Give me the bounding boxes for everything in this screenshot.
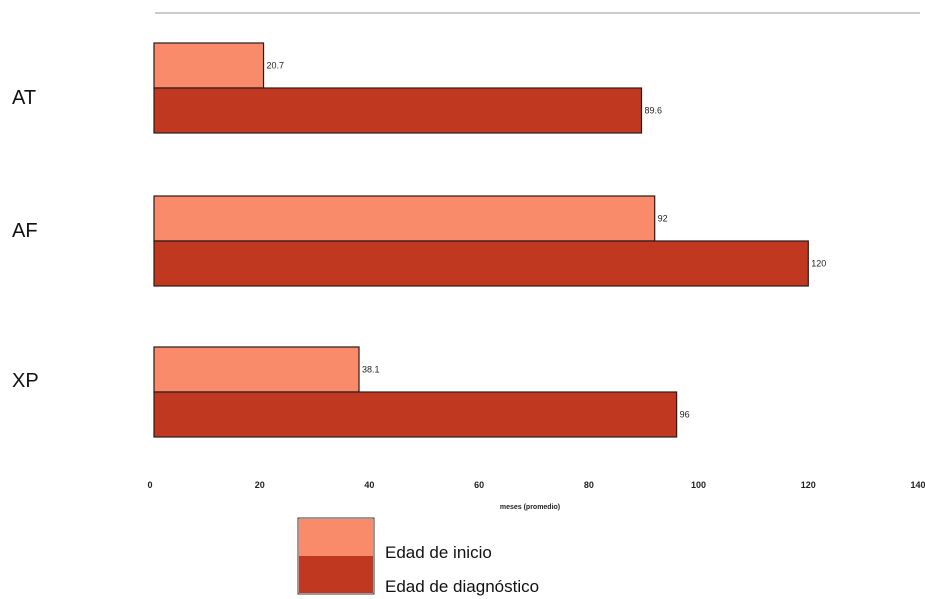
category-label-xp: XP [12,370,39,392]
legend-box [297,517,375,595]
x-tick-label-0: 0 [147,480,152,490]
data-label-xp-series-1: 96 [680,410,690,420]
bar-xp-series-1 [153,391,678,438]
legend: Edad de inicio Edad de diagnóstico [297,517,539,596]
x-axis-title: meses (promedio) [500,504,560,511]
x-tick-label-80: 80 [584,480,594,490]
data-label-at-series-1: 89.6 [645,106,663,116]
x-tick-label-100: 100 [691,480,706,490]
legend-swatch-inicio [299,519,373,556]
data-label-xp-series-0: 38.1 [362,365,380,375]
x-tick-label-20: 20 [255,480,265,490]
bar-xp-series-0 [153,346,360,393]
bar-af-series-0 [153,195,656,242]
x-tick-label-60: 60 [474,480,484,490]
legend-label-diagnostico: Edad de diagnóstico [385,577,539,596]
category-labels: AT AF XP [12,87,39,392]
x-tick-label-120: 120 [801,480,816,490]
data-label-af-series-0: 92 [658,214,668,224]
legend-swatch-diagnostico [299,556,373,593]
bars-group: 20.7 89.6 92 120 38.1 96 [153,42,826,438]
bar-at-series-0 [153,42,265,89]
data-label-at-series-0: 20.7 [267,61,285,71]
category-label-at: AT [12,87,36,109]
bar-at-series-1 [153,87,643,134]
legend-label-inicio: Edad de inicio [385,543,492,562]
x-tick-label-40: 40 [364,480,374,490]
bar-af-series-1 [153,240,809,287]
x-tick-labels: 0 20 40 60 80 100 120 140 [147,480,925,490]
category-label-af: AF [12,220,38,242]
data-label-af-series-1: 120 [811,259,826,269]
x-tick-label-140: 140 [910,480,925,490]
